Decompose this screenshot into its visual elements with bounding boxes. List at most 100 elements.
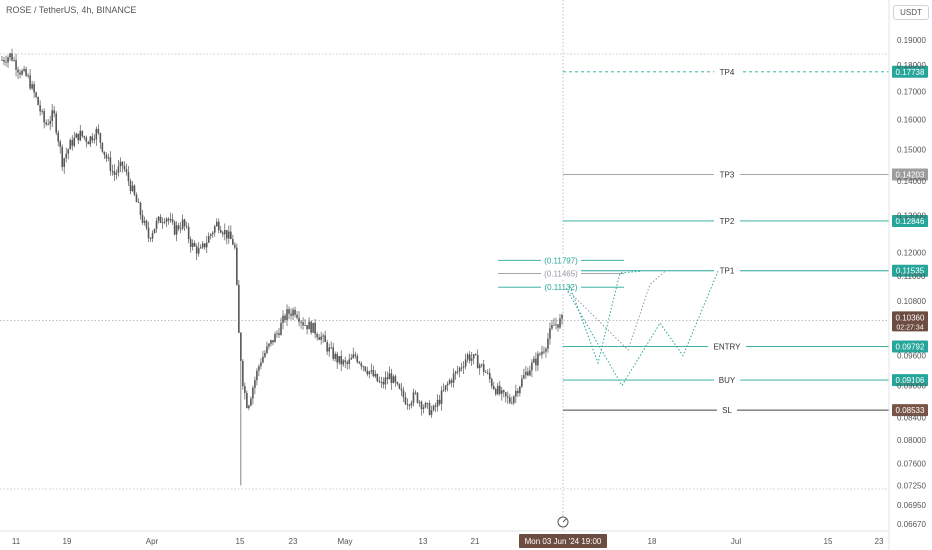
- candle-body: [99, 133, 102, 143]
- price-badge-sl: 0.08533: [896, 406, 925, 415]
- candle-body: [7, 57, 9, 63]
- candle-body: [211, 232, 214, 235]
- price-badge-bg-entry: [892, 340, 928, 353]
- level-label-sl: SL: [722, 406, 732, 415]
- candle-body: [47, 124, 49, 125]
- candle-body: [460, 367, 463, 369]
- candle-body: [416, 392, 419, 403]
- candle-body: [422, 407, 425, 409]
- candle-body: [37, 97, 39, 106]
- level-label-bg-tp2: [714, 215, 740, 226]
- candle-body: [370, 370, 373, 372]
- candle-body: [314, 322, 316, 334]
- candle-body: [65, 153, 68, 159]
- candle-body: [438, 399, 441, 404]
- projection-path-0: [567, 270, 666, 351]
- candle-body: [189, 239, 192, 247]
- price-tick-label: 0.19000: [897, 36, 926, 45]
- candle-body: [115, 172, 118, 175]
- price-tick-label: 0.17000: [897, 87, 926, 96]
- candle-body: [179, 228, 182, 230]
- candle-body: [195, 246, 198, 254]
- candle-body: [234, 244, 236, 248]
- candle-body: [304, 325, 306, 326]
- time-tick-label: Jul: [731, 537, 741, 546]
- candle-body: [368, 371, 371, 375]
- candle-body: [129, 180, 132, 191]
- candle-body: [466, 354, 469, 360]
- candle-body: [310, 321, 312, 333]
- candle-body: [77, 133, 80, 141]
- candle-body: [456, 371, 459, 373]
- candle-body: [262, 356, 264, 363]
- candle-body: [557, 324, 559, 328]
- price-tick-label: 0.14000: [897, 177, 926, 186]
- candle-body: [284, 315, 286, 321]
- candle-body: [374, 373, 377, 377]
- candle-body: [236, 247, 238, 285]
- candle-body: [57, 132, 60, 142]
- candle-body: [478, 365, 481, 369]
- price-badge-entry: 0.09792: [896, 342, 925, 351]
- current-price-label: 0.10360: [896, 313, 925, 322]
- candle-body: [209, 234, 212, 237]
- level-label-tp3: TP3: [720, 171, 735, 180]
- level-label-tp2: TP2: [720, 217, 735, 226]
- candle-body: [412, 392, 415, 403]
- candle-body: [318, 337, 320, 340]
- candle-body: [547, 338, 549, 349]
- candle-body: [488, 372, 491, 380]
- candle-body: [29, 75, 31, 89]
- currency-button[interactable]: USDT: [893, 5, 929, 20]
- candle-body: [149, 238, 152, 239]
- candle-body: [274, 333, 276, 343]
- candle-body: [446, 383, 449, 386]
- candle-body: [83, 136, 86, 138]
- candle-body: [434, 405, 437, 407]
- candle-body: [531, 362, 533, 371]
- price-tick-label: 0.13000: [897, 211, 926, 220]
- candle-body: [113, 171, 116, 175]
- candle-body: [11, 53, 13, 61]
- candle-body: [372, 370, 375, 377]
- time-tick-label: 23: [875, 537, 884, 546]
- candle-body: [137, 202, 140, 203]
- candle-body: [356, 356, 359, 362]
- time-axis[interactable]: 11 19 Apr 15 23 May 13 21 18 Jul 15 23 Mon 03 Jun '2…: [0, 516, 889, 548]
- candle-body: [260, 362, 262, 367]
- candle-body: [470, 358, 473, 361]
- candle-body: [390, 373, 393, 383]
- candle-body: [27, 75, 29, 77]
- candle-body: [207, 236, 210, 243]
- time-tick-label: 11: [12, 537, 21, 546]
- level-label-bg-tp3: [714, 169, 740, 180]
- candle-body: [482, 364, 485, 372]
- candle-body: [450, 380, 453, 383]
- candle-body: [276, 333, 278, 335]
- candle-body: [348, 359, 351, 364]
- candle-body: [408, 405, 411, 406]
- candle-body: [143, 220, 146, 223]
- price-tick-label: 0.08400: [897, 413, 926, 422]
- candle-body: [400, 388, 403, 391]
- candle-body: [101, 142, 104, 152]
- candle-body: [298, 317, 300, 322]
- candle-body: [294, 309, 296, 315]
- candle-body: [256, 370, 258, 381]
- candle-body: [551, 325, 553, 329]
- candle-body: [358, 361, 361, 364]
- candle-body: [23, 68, 25, 71]
- candle-body: [496, 385, 499, 395]
- candle-body: [109, 157, 112, 171]
- candle-body: [244, 386, 246, 393]
- candle-body: [468, 354, 471, 361]
- candle-body: [444, 385, 447, 390]
- price-axis[interactable]: 0.17738 0.14203 0.12846 0.11535 0.09792 0.091…: [888, 0, 928, 550]
- candle-body: [97, 128, 100, 134]
- candle-body: [525, 371, 527, 376]
- candle-body: [410, 402, 413, 406]
- time-tick-label: 23: [289, 537, 298, 546]
- candle-body: [296, 314, 298, 318]
- candle-body: [173, 221, 176, 235]
